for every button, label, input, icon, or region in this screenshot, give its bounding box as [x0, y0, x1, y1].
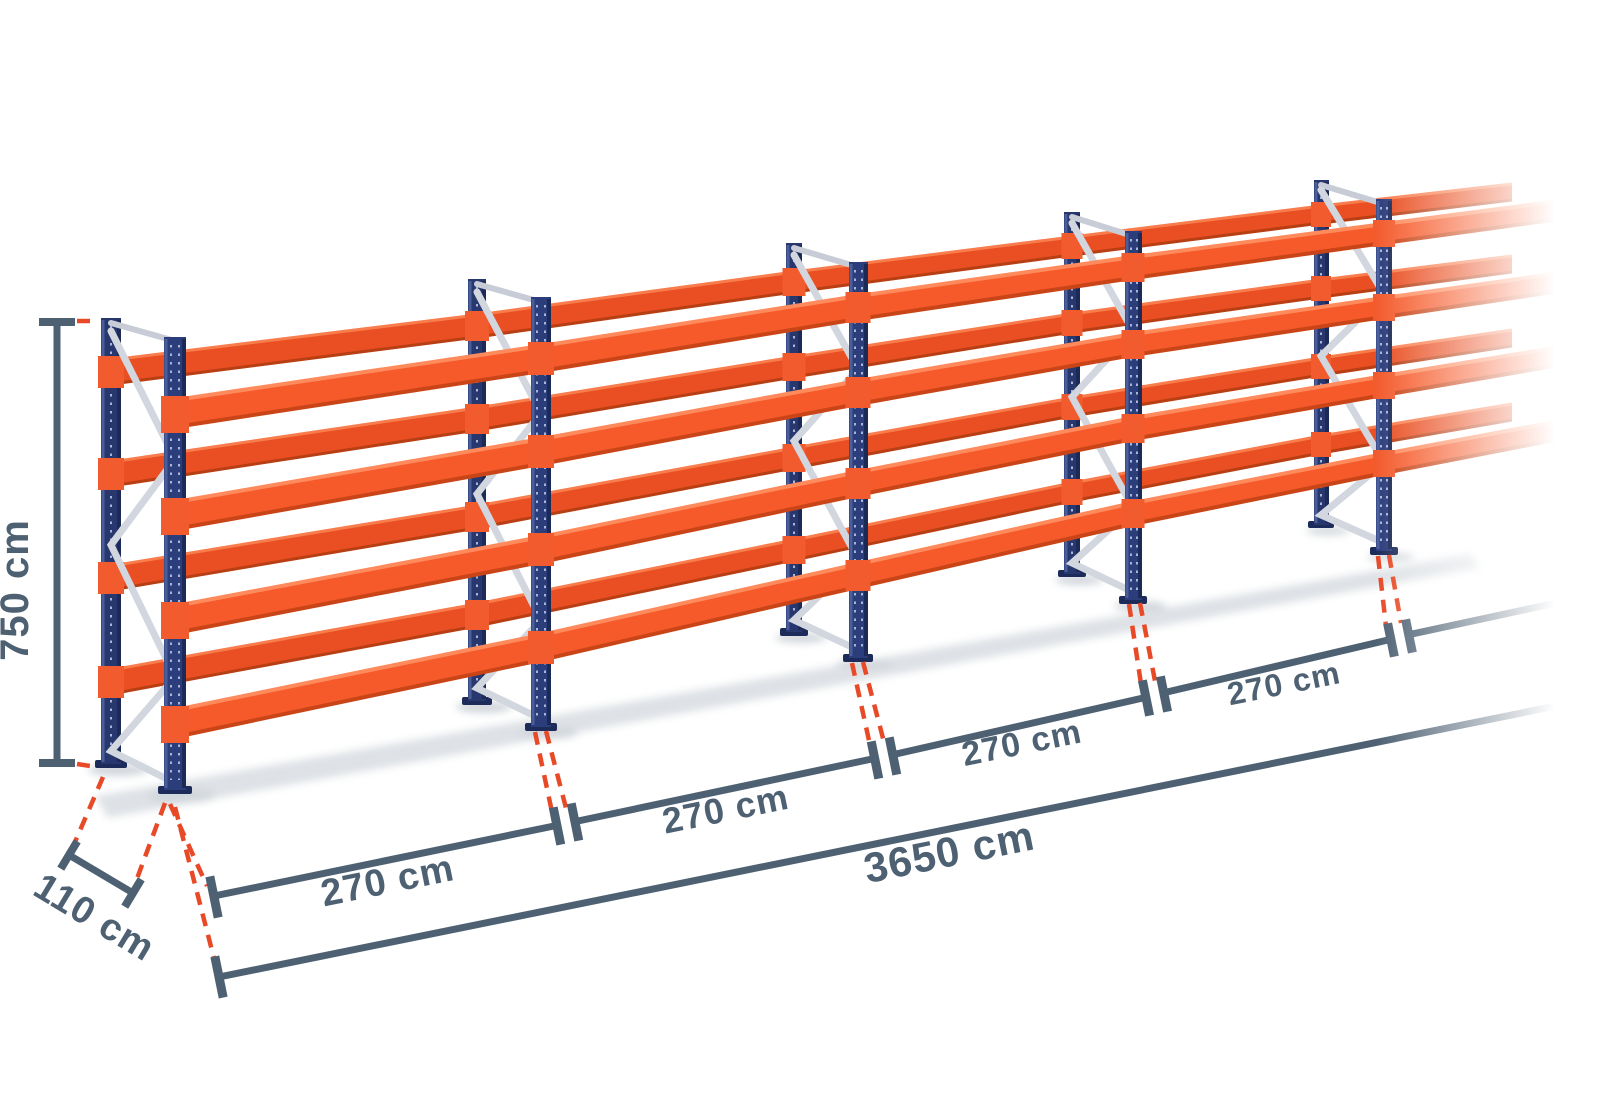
front-upright-2	[525, 297, 557, 731]
height-dimension-label: 750 cm	[0, 519, 37, 661]
floor-shadow	[88, 527, 1480, 818]
dimension-depth: 110 cm	[26, 839, 162, 970]
leader-lines	[69, 318, 1404, 967]
bay-dimension-label-3: 270 cm	[959, 713, 1085, 774]
rear-beam-level-1	[111, 404, 1512, 694]
dimension-height: 750 cm	[0, 318, 75, 767]
front-upright-3	[843, 262, 873, 662]
front-upright-5	[1370, 199, 1398, 555]
rear-beam-level-2	[111, 330, 1512, 590]
front-uprights	[158, 199, 1398, 794]
rear-beams	[110, 182, 1513, 696]
front-upright-4	[1119, 231, 1147, 604]
bay-dimension-label-2: 270 cm	[659, 776, 793, 842]
rear-beam-level-3	[111, 256, 1512, 486]
rear-beam-edges	[110, 182, 1513, 696]
front-beam-edges	[174, 199, 1561, 739]
front-upright-1	[158, 337, 192, 794]
total-dimension-label: 3650 cm	[860, 812, 1039, 893]
rear-upright-2	[462, 279, 492, 705]
